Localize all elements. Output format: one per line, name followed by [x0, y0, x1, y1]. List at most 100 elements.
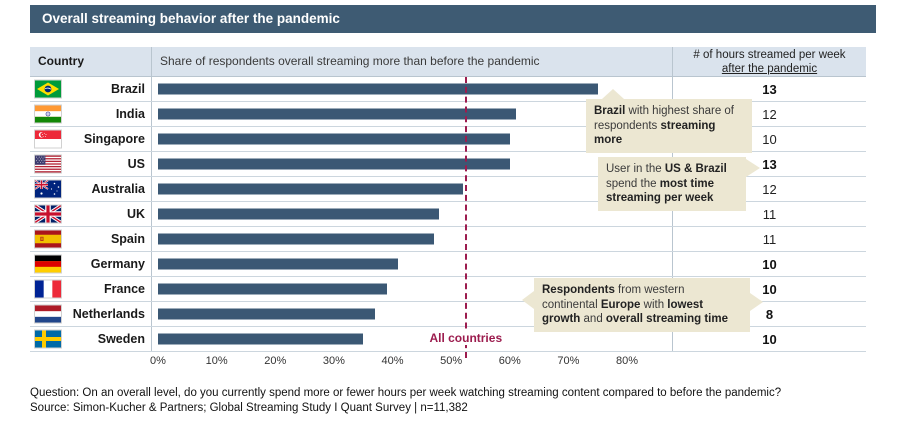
country-cell: Singapore — [30, 127, 152, 151]
table-row: France 10 — [30, 277, 866, 302]
table-row: UK 11 — [30, 202, 866, 227]
share-bar — [158, 258, 399, 270]
x-axis-tick: 30% — [322, 355, 345, 367]
x-axis-tick: 80% — [615, 355, 639, 367]
table-row: India 12 — [30, 102, 866, 127]
country-label: Singapore — [83, 132, 145, 146]
in-flag-icon — [35, 105, 61, 123]
column-header-country: Country — [30, 47, 152, 76]
footer-source: Source: Simon-Kucher & Partners; Global … — [30, 402, 468, 414]
table-row: Brazil 13 — [30, 77, 866, 102]
hours-header-line1: # of hours streamed per week — [693, 49, 846, 61]
country-cell: India — [30, 102, 152, 126]
nl-flag-icon — [35, 305, 61, 323]
country-cell: Sweden — [30, 327, 152, 351]
share-bar — [158, 333, 364, 345]
de-flag-icon — [35, 255, 61, 273]
share-bar — [158, 183, 463, 195]
hours-value: 10 — [762, 331, 777, 347]
country-label: UK — [126, 207, 145, 221]
au-flag-icon — [35, 180, 61, 198]
country-label: India — [115, 107, 145, 121]
country-cell: UK — [30, 202, 152, 226]
all-countries-reference-line — [464, 77, 467, 358]
bar-cell — [152, 327, 673, 351]
country-cell: Spain — [30, 227, 152, 251]
fr-flag-icon — [35, 280, 61, 298]
hours-value: 12 — [762, 181, 777, 197]
es-flag-icon — [35, 230, 61, 248]
share-bar — [158, 283, 387, 295]
country-label: Sweden — [97, 332, 145, 346]
country-cell: Brazil — [30, 77, 152, 101]
bar-cell — [152, 152, 673, 176]
share-bar — [158, 208, 440, 220]
x-axis-tick: 20% — [264, 355, 287, 367]
annotation-us-brazil-most-time: User in the US & Brazil spend the most t… — [598, 157, 760, 212]
chart-title: Overall streaming behavior after the pan… — [42, 11, 340, 26]
country-label: US — [127, 157, 145, 171]
share-bar — [158, 108, 516, 120]
chart-title-bar: Overall streaming behavior after the pan… — [30, 5, 876, 33]
hours-value: 10 — [762, 131, 777, 147]
country-cell: Netherlands — [30, 302, 152, 326]
footer-question: Question: On an overall level, do you cu… — [30, 387, 782, 399]
chart-rows: Brazil 13 India 12 Singapore 10 US 13 Australia 1… — [30, 77, 866, 352]
hours-value: 10 — [762, 281, 777, 297]
table-row: Germany 10 — [30, 252, 866, 277]
country-cell: Australia — [30, 177, 152, 201]
hours-value: 13 — [762, 81, 777, 97]
share-bar — [158, 233, 434, 245]
country-label: Germany — [90, 257, 145, 271]
bar-cell — [152, 202, 673, 226]
se-flag-icon — [35, 330, 61, 348]
x-axis-tick: 40% — [381, 355, 404, 367]
annotation-western-europe-lowest: Respondents from western continental Eur… — [522, 278, 763, 333]
table-header-row: Country Share of respondents overall str… — [30, 47, 866, 77]
hours-value: 11 — [762, 206, 777, 222]
bar-cell — [152, 177, 673, 201]
gb-flag-icon — [35, 205, 61, 223]
annotation-brazil-highest-share: Brazil with highest share of respondents… — [586, 88, 752, 154]
footer-notes: Question: On an overall level, do you cu… — [30, 386, 781, 416]
x-axis: 0% 10% 20% 30% 40% 50% 60% 70% 80% — [30, 355, 866, 371]
table-row: Spain 11 — [30, 227, 866, 252]
country-label: Spain — [110, 232, 145, 246]
x-axis-tick: 0% — [150, 355, 166, 367]
share-bar — [158, 133, 510, 145]
country-label: Netherlands — [72, 307, 145, 321]
all-countries-label: All countries — [426, 331, 506, 345]
bar-cell — [152, 252, 673, 276]
country-label: France — [104, 282, 145, 296]
table-row: US 13 — [30, 152, 866, 177]
country-cell: France — [30, 277, 152, 301]
country-cell: US — [30, 152, 152, 176]
x-axis-tick: 10% — [205, 355, 228, 367]
x-axis-tick: 60% — [498, 355, 521, 367]
column-header-share: Share of respondents overall streaming m… — [152, 47, 673, 76]
share-bar — [158, 158, 510, 170]
us-flag-icon — [35, 155, 61, 173]
x-axis-tick: 50% — [440, 355, 463, 367]
bar-cell — [152, 227, 673, 251]
country-label: Brazil — [110, 82, 145, 96]
hours-header-line2: after the pandemic — [721, 63, 818, 75]
x-axis-tick: 70% — [557, 355, 580, 367]
share-bar — [158, 308, 375, 320]
br-flag-icon — [35, 80, 61, 98]
bar-cell — [152, 77, 673, 101]
table-row: Netherlands 8 — [30, 302, 866, 327]
hours-value: 8 — [765, 306, 774, 322]
column-header-hours: # of hours streamed per week after the p… — [673, 47, 866, 76]
country-cell: Germany — [30, 252, 152, 276]
hours-value: 11 — [762, 231, 777, 247]
sg-flag-icon — [35, 130, 61, 148]
table-row: Sweden 10 — [30, 327, 866, 352]
table-row: Singapore 10 — [30, 127, 866, 152]
share-bar — [158, 83, 598, 95]
hours-value: 13 — [762, 156, 777, 172]
hours-value: 10 — [762, 256, 777, 272]
country-label: Australia — [91, 182, 146, 196]
hours-value: 12 — [762, 106, 777, 122]
